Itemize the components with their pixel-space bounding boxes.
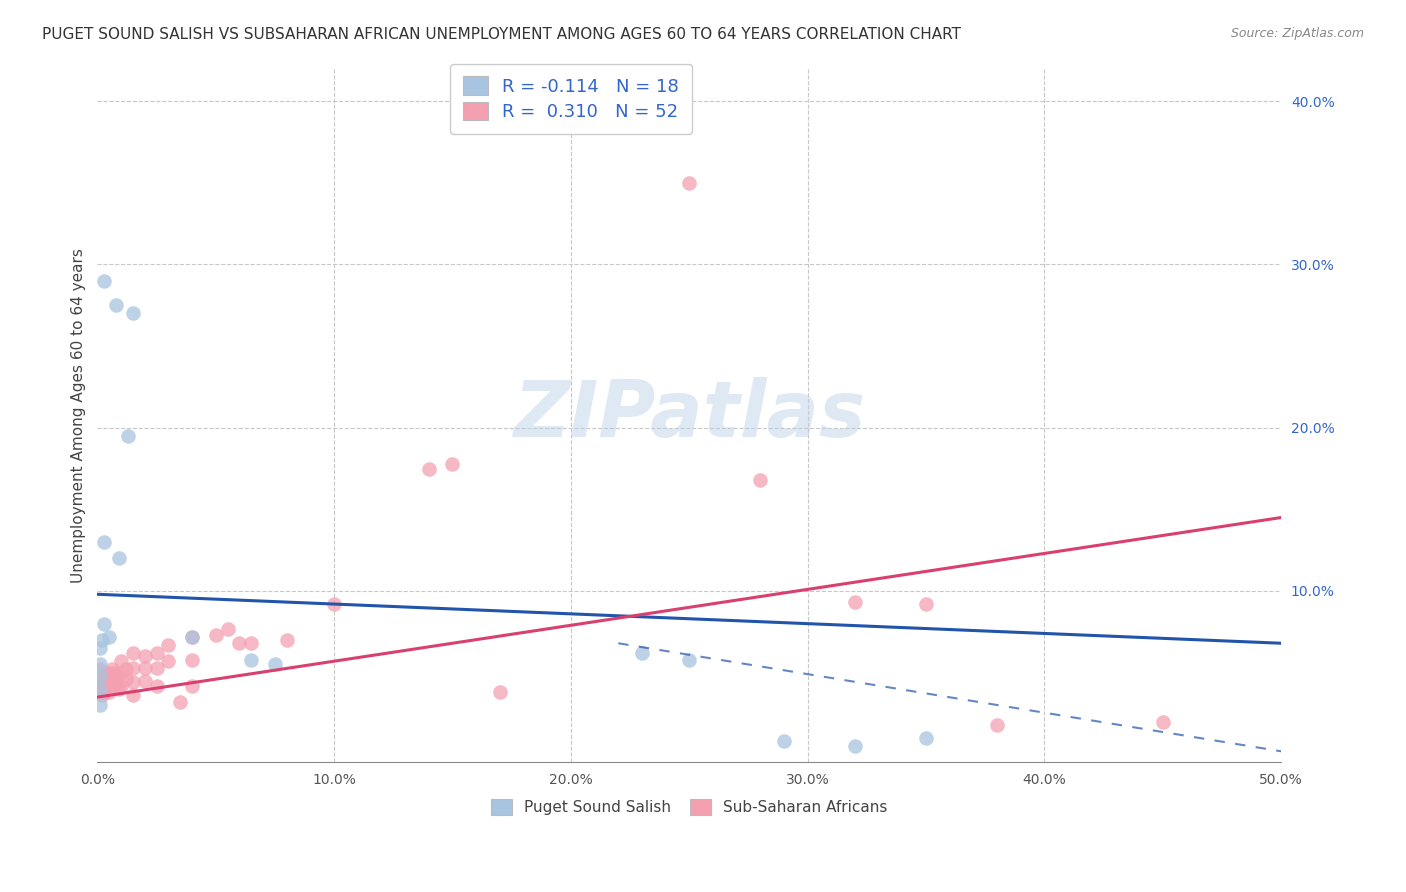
Point bbox=[93, 274, 115, 288]
Point bbox=[105, 298, 128, 312]
Point bbox=[103, 665, 125, 680]
Point bbox=[98, 677, 121, 691]
Point bbox=[100, 672, 122, 686]
Point bbox=[93, 616, 115, 631]
Point bbox=[121, 675, 143, 690]
Text: ZIPatlas: ZIPatlas bbox=[513, 377, 865, 453]
Point bbox=[89, 657, 111, 672]
Y-axis label: Unemployment Among Ages 60 to 64 years: Unemployment Among Ages 60 to 64 years bbox=[72, 248, 86, 582]
Point bbox=[89, 672, 111, 686]
Point bbox=[204, 628, 226, 642]
Point bbox=[93, 665, 115, 680]
Point bbox=[121, 689, 143, 703]
Point bbox=[678, 652, 700, 666]
Point bbox=[103, 675, 125, 690]
Point bbox=[276, 632, 298, 647]
Point bbox=[91, 675, 114, 690]
Text: PUGET SOUND SALISH VS SUBSAHARAN AFRICAN UNEMPLOYMENT AMONG AGES 60 TO 64 YEARS : PUGET SOUND SALISH VS SUBSAHARAN AFRICAN… bbox=[42, 27, 962, 42]
Point bbox=[114, 672, 136, 686]
Point bbox=[91, 632, 114, 647]
Point bbox=[107, 681, 129, 696]
Point bbox=[93, 535, 115, 549]
Point bbox=[121, 646, 143, 660]
Point bbox=[181, 652, 204, 666]
Point bbox=[110, 654, 132, 668]
Point bbox=[773, 734, 796, 748]
Point bbox=[181, 630, 204, 644]
Point bbox=[228, 636, 250, 650]
Point bbox=[105, 677, 128, 691]
Point bbox=[121, 306, 143, 320]
Point bbox=[110, 679, 132, 693]
Point bbox=[169, 695, 191, 709]
Point bbox=[844, 739, 866, 753]
Point bbox=[181, 630, 204, 644]
Point bbox=[105, 669, 128, 683]
Point bbox=[114, 662, 136, 676]
Point bbox=[100, 679, 122, 693]
Point bbox=[323, 597, 346, 611]
Point bbox=[107, 551, 129, 566]
Point bbox=[134, 661, 156, 675]
Point bbox=[91, 683, 114, 698]
Point bbox=[145, 661, 167, 675]
Legend: Puget Sound Salish, Sub-Saharan Africans: Puget Sound Salish, Sub-Saharan Africans bbox=[482, 790, 897, 824]
Point bbox=[100, 662, 122, 676]
Point bbox=[117, 429, 139, 443]
Point bbox=[489, 685, 512, 699]
Point bbox=[157, 654, 180, 668]
Point bbox=[134, 649, 156, 664]
Point bbox=[93, 685, 115, 699]
Point bbox=[96, 669, 118, 683]
Point bbox=[631, 646, 654, 660]
Point bbox=[217, 622, 239, 636]
Point bbox=[749, 473, 772, 487]
Point bbox=[110, 665, 132, 680]
Text: Source: ZipAtlas.com: Source: ZipAtlas.com bbox=[1230, 27, 1364, 40]
Point bbox=[89, 641, 111, 656]
Point bbox=[986, 718, 1008, 732]
Point bbox=[98, 665, 121, 680]
Point bbox=[915, 597, 938, 611]
Point bbox=[264, 657, 287, 672]
Point bbox=[145, 646, 167, 660]
Point bbox=[678, 176, 700, 190]
Point bbox=[240, 652, 263, 666]
Point bbox=[91, 689, 114, 703]
Point bbox=[1152, 714, 1174, 729]
Point bbox=[240, 636, 263, 650]
Point bbox=[98, 630, 121, 644]
Point bbox=[844, 595, 866, 609]
Point bbox=[121, 661, 143, 675]
Point bbox=[134, 673, 156, 688]
Point bbox=[157, 638, 180, 652]
Point bbox=[145, 679, 167, 693]
Point bbox=[89, 681, 111, 696]
Point bbox=[93, 679, 115, 693]
Point bbox=[89, 679, 111, 693]
Point bbox=[89, 662, 111, 676]
Point bbox=[915, 731, 938, 745]
Point bbox=[181, 679, 204, 693]
Point bbox=[96, 673, 118, 688]
Point bbox=[441, 457, 464, 471]
Point bbox=[98, 685, 121, 699]
Point bbox=[418, 461, 440, 475]
Point bbox=[89, 698, 111, 713]
Point bbox=[89, 669, 111, 683]
